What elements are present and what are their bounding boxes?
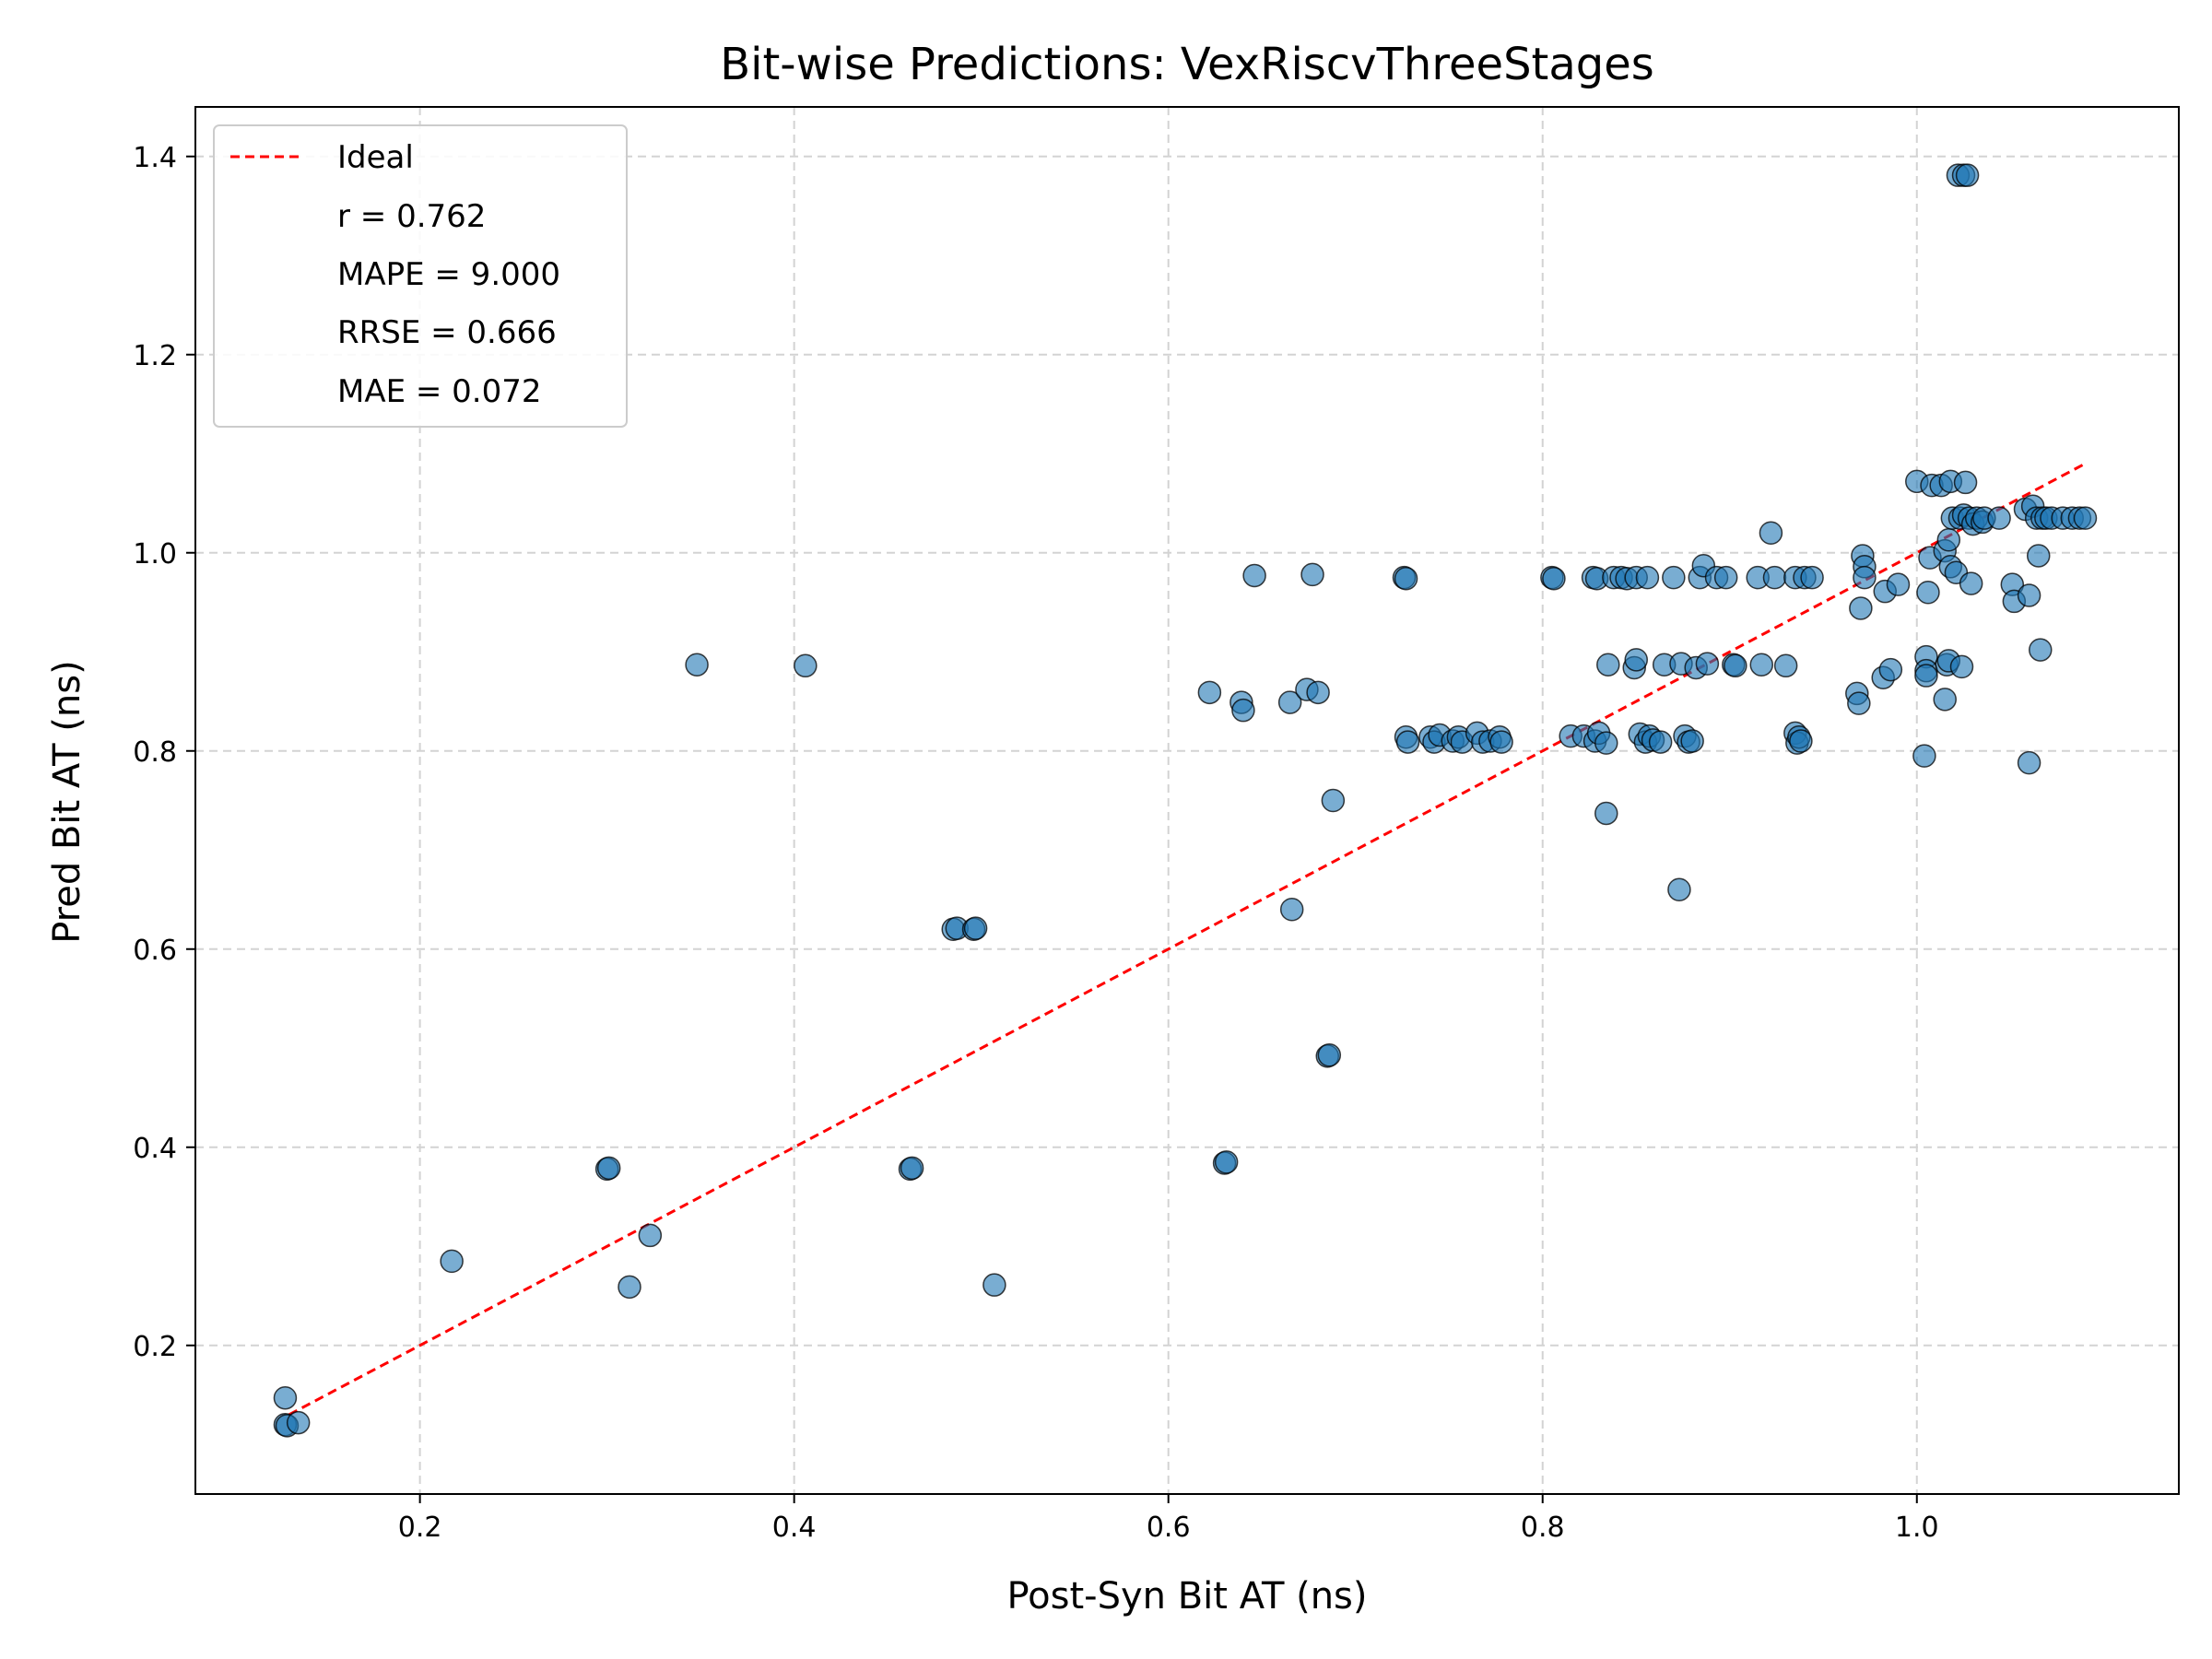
data-point	[1936, 528, 1961, 552]
data-point	[286, 1410, 311, 1435]
data-point	[1724, 653, 1747, 678]
data-point	[1955, 163, 1980, 187]
data-point	[2017, 583, 2041, 607]
x-tick-label: 0.4	[772, 1512, 817, 1544]
data-point	[1321, 788, 1346, 813]
data-point	[1300, 562, 1324, 587]
data-point	[1759, 521, 1783, 545]
data-point	[1800, 565, 1824, 590]
data-point	[440, 1249, 464, 1274]
legend-box	[213, 124, 628, 428]
data-point	[900, 1156, 924, 1181]
data-point	[1197, 680, 1222, 705]
grid-lines	[195, 107, 2179, 1494]
data-point	[638, 1223, 663, 1248]
data-point	[1214, 1150, 1239, 1174]
data-point	[1789, 729, 1813, 753]
data-point	[1394, 566, 1418, 591]
data-point	[1878, 657, 1903, 682]
data-point	[1886, 572, 1911, 596]
data-point	[1489, 730, 1513, 754]
data-point	[1849, 596, 1873, 620]
legend-stat-r: r = 0.762	[337, 198, 486, 235]
x-axis-label: Post-Syn Bit AT (ns)	[1006, 1575, 1367, 1618]
data-point	[1912, 744, 1936, 768]
data-point	[2026, 544, 2051, 568]
y-tick-label: 0.8	[133, 736, 177, 769]
data-point	[1773, 653, 1798, 678]
data-point	[685, 653, 709, 677]
chart-title: Bit-wise Predictions: VexRiscvThreeStage…	[720, 39, 1654, 90]
y-tick-label: 0.2	[133, 1331, 177, 1363]
data-point	[1762, 565, 1787, 590]
data-point	[1279, 898, 1304, 922]
data-point	[1987, 506, 2011, 530]
data-point	[1662, 565, 1686, 590]
data-point	[1242, 563, 1266, 588]
data-point	[1914, 664, 1938, 688]
data-point	[1277, 690, 1302, 714]
data-point	[618, 1275, 641, 1300]
plot-frame	[194, 106, 2180, 1495]
data-point	[1624, 648, 1648, 672]
legend-stat-mae: MAE = 0.072	[337, 373, 542, 410]
data-point	[1680, 729, 1704, 753]
x-tick-label: 1.0	[1895, 1512, 1939, 1544]
data-point	[1635, 565, 1660, 590]
data-point	[1594, 801, 1618, 826]
y-tick-label: 1.2	[133, 340, 177, 372]
y-tick-label: 0.4	[133, 1133, 177, 1165]
y-tick-label: 1.4	[133, 142, 177, 174]
data-point	[1853, 565, 1877, 590]
data-point	[982, 1273, 1006, 1297]
data-point	[1695, 652, 1720, 676]
y-axis-label: Pred Bit AT (ns)	[46, 660, 88, 943]
data-point	[1953, 470, 1978, 495]
legend: Ideal r = 0.762 MAPE = 9.000 RRSE = 0.66…	[213, 124, 628, 428]
x-tick-label: 0.8	[1521, 1512, 1565, 1544]
data-point	[1749, 653, 1774, 677]
data-point	[1949, 654, 1974, 679]
data-point	[273, 1385, 298, 1410]
x-tick-label: 0.2	[398, 1512, 442, 1544]
data-point	[1317, 1043, 1342, 1067]
data-points	[273, 163, 2098, 1438]
y-tick-label: 1.0	[133, 538, 177, 571]
data-point	[1594, 731, 1618, 755]
legend-stat-mape: MAPE = 9.000	[337, 256, 560, 293]
data-point	[1667, 877, 1691, 901]
data-point	[1713, 565, 1738, 590]
data-point	[2029, 638, 2053, 662]
data-point	[1959, 571, 1983, 595]
data-point	[963, 916, 988, 940]
axis-ticks: 0.2 0.4 0.6 0.8 1.0 0.2 0.4 0.6 0.8 1.0 1.2 1.4	[133, 142, 1938, 1544]
data-point	[2017, 750, 2041, 775]
x-tick-label: 0.6	[1147, 1512, 1191, 1544]
data-point	[1933, 688, 1957, 712]
legend-stat-rrse: RRSE = 0.666	[337, 314, 557, 351]
data-point	[1395, 730, 1420, 754]
data-point	[1542, 566, 1566, 591]
data-point	[1231, 698, 1255, 723]
data-point	[794, 653, 818, 678]
data-point	[2073, 506, 2098, 530]
data-point	[1847, 691, 1871, 715]
legend-ideal-label: Ideal	[337, 139, 414, 176]
data-point	[1306, 680, 1330, 705]
data-point	[1648, 730, 1673, 754]
data-point	[596, 1156, 621, 1181]
data-point	[1916, 581, 1940, 605]
y-tick-label: 0.6	[133, 935, 177, 967]
data-point	[1596, 653, 1620, 677]
